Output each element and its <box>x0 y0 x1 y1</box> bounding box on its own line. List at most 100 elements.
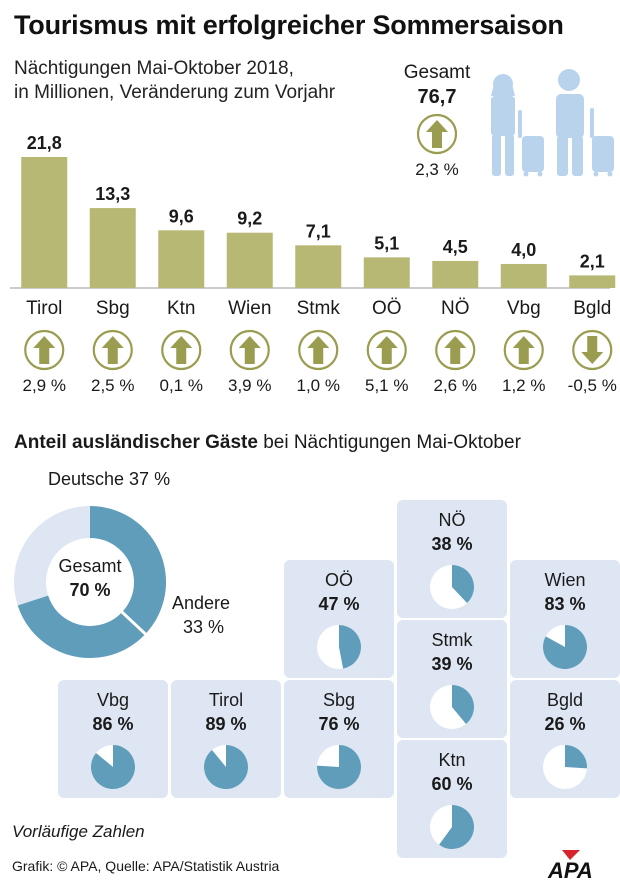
state-tile-Ktn: Ktn 60 % <box>397 740 507 858</box>
bar-value-label: 13,3 <box>95 184 130 204</box>
pie-slice <box>565 745 587 769</box>
apa-logo: APA <box>547 850 593 882</box>
arrow-up-icon <box>503 329 544 371</box>
subtitle-line-2: in Millionen, Veränderung zum Vorjahr <box>14 82 336 103</box>
state-tile-Vbg: Vbg 86 % <box>58 680 168 798</box>
bar-value-label: 9,2 <box>237 209 262 229</box>
category-label: Wien <box>228 298 271 319</box>
donut-andere-label: Andere <box>172 593 231 613</box>
change-label: 2,5 % <box>91 376 134 395</box>
bar-Tirol <box>21 157 68 288</box>
bar-Ktn <box>158 230 205 288</box>
category-label: NÖ <box>441 298 470 319</box>
state-pie <box>430 685 474 729</box>
bar-NÖ <box>432 260 479 288</box>
category-label: Vbg <box>507 298 541 319</box>
change-label: 3,9 % <box>228 376 271 395</box>
pie-slice <box>317 745 361 789</box>
donut-center-label: Gesamt <box>58 556 122 576</box>
state-name: Ktn <box>438 750 466 770</box>
pie-slice <box>452 685 474 724</box>
arrow-up-icon <box>92 329 133 371</box>
state-percentage: 39 % <box>431 654 473 674</box>
travelers-illustration <box>491 69 614 177</box>
total-change: 2,3 % <box>415 160 459 179</box>
donut-foreign-share <box>17 506 166 658</box>
state-pie <box>430 565 474 609</box>
change-label: 0,1 % <box>160 376 203 395</box>
arrow-down-icon <box>572 329 613 371</box>
category-label: Stmk <box>297 298 341 319</box>
category-label: Tirol <box>26 298 62 319</box>
state-tile-Tirol: Tirol 89 % <box>171 680 281 798</box>
section2-title: Anteil ausländischer Gäste bei Nächtigun… <box>14 432 521 454</box>
state-name: Vbg <box>96 690 130 710</box>
state-tile-Bgld: Bgld 26 % <box>510 680 620 798</box>
state-name: Stmk <box>431 630 473 650</box>
total-donut-chart <box>14 506 166 658</box>
state-percentage: 76 % <box>318 714 360 734</box>
pie-slice <box>543 625 587 669</box>
state-pie <box>204 745 248 789</box>
pie-slice <box>452 565 474 604</box>
pie-slice <box>204 745 248 789</box>
change-label: -0,5 % <box>568 376 617 395</box>
category-label: Sbg <box>96 298 130 319</box>
state-tile-OÖ: OÖ 47 % <box>284 560 394 678</box>
total-arrow-up-icon <box>416 113 458 155</box>
state-percentage: 86 % <box>92 714 134 734</box>
section2-title-rest: bei Nächtigungen Mai-Oktober <box>257 432 521 453</box>
pie-slice <box>439 805 474 849</box>
arrow-up-icon <box>24 329 65 371</box>
bar-OÖ <box>363 257 410 288</box>
traveler-woman-icon <box>491 74 544 177</box>
pie-slice <box>91 745 135 789</box>
arrow-up-icon <box>161 329 202 371</box>
state-percentage: 60 % <box>431 774 473 794</box>
bar-value-label: 9,6 <box>169 206 194 226</box>
arrow-up-icon <box>229 329 270 371</box>
arrow-up-icon <box>416 113 458 155</box>
bar-Vbg <box>500 263 547 288</box>
donut-deutsche-label: Deutsche 37 % <box>48 469 171 489</box>
change-label: 1,2 % <box>502 376 545 395</box>
state-pie <box>543 625 587 669</box>
state-percentage: 47 % <box>318 594 360 614</box>
donut-andere-value: 33 % <box>183 617 225 637</box>
state-tile-Sbg: Sbg 76 % <box>284 680 394 798</box>
donut-center-value: 70 % <box>69 580 111 600</box>
traveler-man-icon <box>556 69 614 177</box>
state-percentage: 83 % <box>544 594 586 614</box>
bar-value-label: 4,5 <box>443 237 468 257</box>
donut-separator <box>120 610 148 636</box>
category-label: Bgld <box>573 298 611 319</box>
state-tile-Stmk: Stmk 39 % <box>397 620 507 738</box>
state-name: OÖ <box>324 570 353 590</box>
pie-slice <box>339 625 361 669</box>
apa-logo-text: APA <box>547 858 593 882</box>
state-pie <box>317 625 361 669</box>
bar-value-label: 4,0 <box>511 240 536 260</box>
bar-value-label: 21,8 <box>27 133 62 153</box>
state-percentage: 26 % <box>544 714 586 734</box>
state-name: Tirol <box>208 690 244 710</box>
state-name: Sbg <box>322 690 356 710</box>
bar-value-label: 2,1 <box>580 251 605 271</box>
page-title: Tourismus mit erfolgreicher Sommersaison <box>14 10 564 40</box>
arrow-up-icon <box>366 329 407 371</box>
change-label: 2,9 % <box>23 376 66 395</box>
bar-chart: 21,8 13,3 9,6 9,2 7,1 5,1 4,5 4,0 2,1 Tirol Sbg Kt… <box>10 69 617 395</box>
arrow-up-icon <box>435 329 476 371</box>
bar-Stmk <box>295 245 342 288</box>
subtitle-line-1: Nächtigungen Mai-Oktober 2018, <box>14 58 294 79</box>
state-percentage: 38 % <box>431 534 473 554</box>
state-tile-Wien: Wien 83 % <box>510 560 620 678</box>
section2-title-bold: Anteil ausländischer Gäste <box>14 432 258 453</box>
source-credit: Grafik: © APA, Quelle: APA/Statistik Aus… <box>12 858 280 874</box>
change-label: 2,6 % <box>434 376 477 395</box>
state-name: Bgld <box>546 690 584 710</box>
bar-Sbg <box>89 208 136 288</box>
state-pie <box>317 745 361 789</box>
bar-Bgld <box>569 275 616 288</box>
bar-value-label: 5,1 <box>374 233 399 253</box>
